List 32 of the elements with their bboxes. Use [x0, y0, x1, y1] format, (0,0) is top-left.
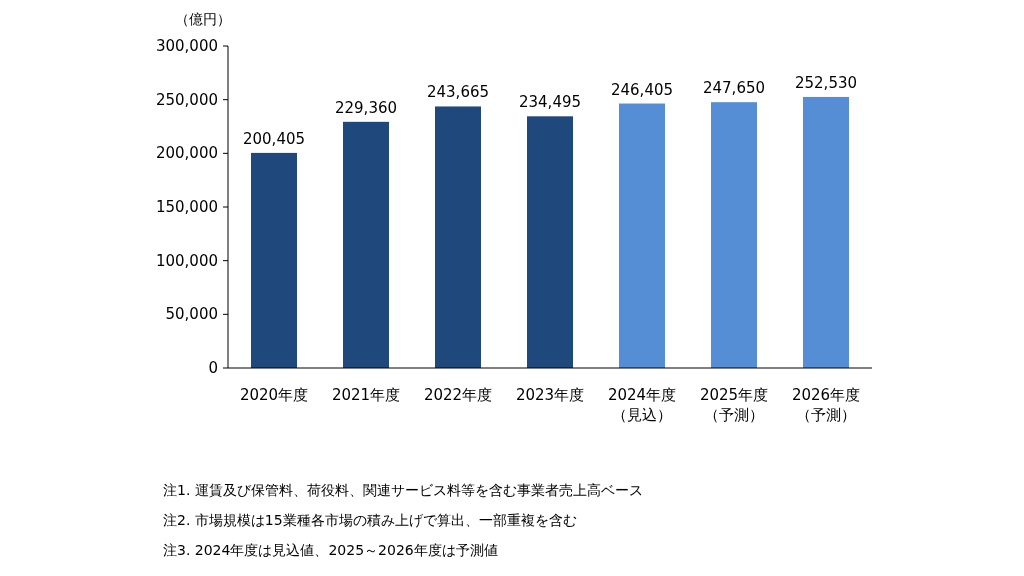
x-tick-label: 2021年度 — [331, 386, 401, 404]
y-tick-label: 100,000 — [155, 251, 218, 270]
bar — [435, 106, 481, 368]
bar — [711, 102, 757, 368]
y-axis-title: （億円） — [175, 11, 231, 27]
text: 注3. 2024年度は見込値、2025～2026年度は予測値 — [163, 542, 498, 558]
x-tick-label: 2025年度（予測） — [699, 386, 769, 424]
data-label: 247,650 — [702, 79, 766, 98]
data-label: 252,530 — [794, 73, 858, 92]
data-label: 243,665 — [426, 83, 490, 102]
data-label: 200,405 — [242, 129, 306, 148]
data-label: 246,405 — [610, 80, 674, 99]
y-tick-label: 200,000 — [155, 144, 218, 163]
x-tick-label: 2020年度 — [239, 386, 309, 404]
y-tick-label: 0 — [208, 359, 218, 377]
data-label: 234,495 — [518, 93, 582, 112]
y-tick-label: 250,000 — [155, 90, 218, 109]
x-tick-label: 2024年度（見込） — [607, 386, 677, 424]
x-tick-label: 2022年度 — [423, 386, 493, 404]
bar — [251, 152, 297, 368]
y-tick-label: 50,000 — [165, 305, 218, 324]
bar — [527, 116, 573, 368]
x-tick-label: 2023年度 — [515, 386, 585, 404]
text: 注1. 運賃及び保管料、荷役料、関連サービス料等を含む事業者売上高ベース — [163, 482, 643, 498]
y-tick-label: 150,000 — [155, 198, 218, 216]
bar — [803, 96, 849, 368]
bar — [343, 121, 389, 368]
y-tick-label: 300,000 — [155, 37, 218, 55]
x-tick-label: 2026年度（予測） — [791, 386, 861, 424]
bar — [619, 103, 665, 368]
text: 注2. 市場規模は15業種各市場の積み上げで算出、一部重複を含む — [163, 512, 577, 528]
data-label: 229,360 — [334, 98, 398, 117]
